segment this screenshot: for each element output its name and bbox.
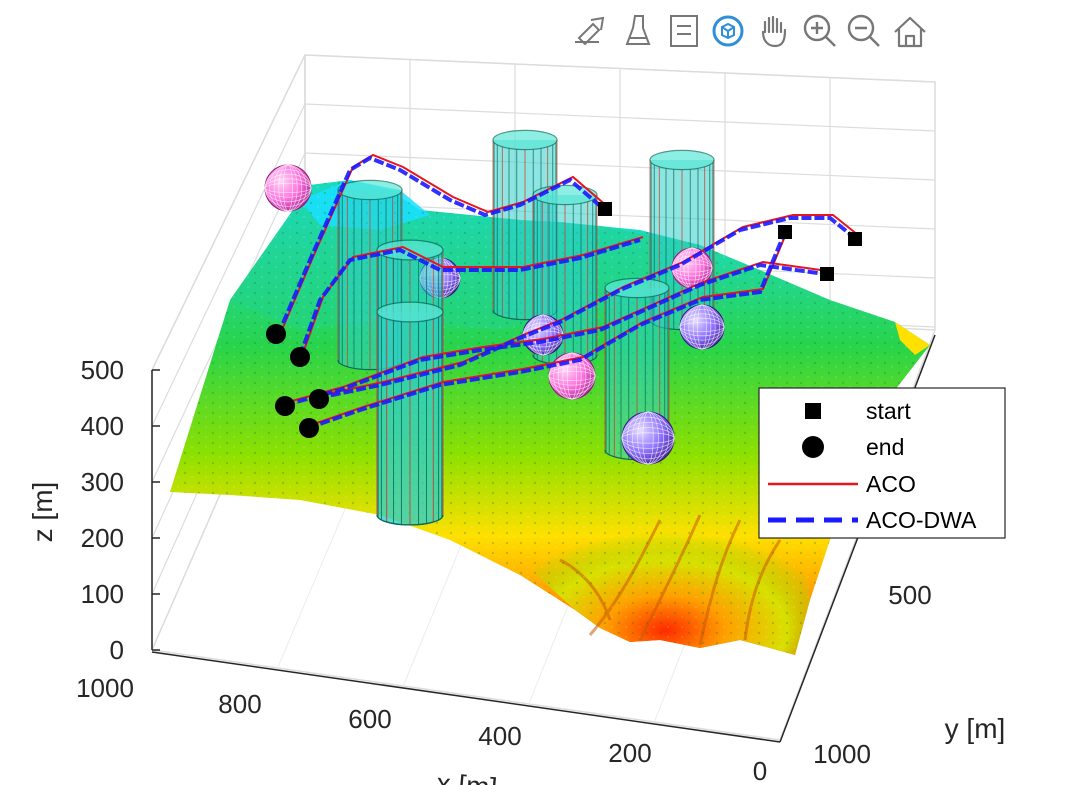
start-marker-3 [848,232,862,246]
zoom-out-icon[interactable] [847,14,880,47]
legend-entry-end: end [802,434,904,460]
y-tick-label: 1000 [813,739,871,769]
zoom-in-icon[interactable] [803,14,836,47]
z-tick-label: 400 [81,411,124,441]
aco-dwa-path-1 [276,155,607,336]
x-tick-label: 400 [478,721,521,751]
start-marker-4 [820,267,834,281]
aco-dwa-path-3 [284,262,826,407]
x-tick-label: 1000 [76,673,134,703]
z-tick-label: 0 [110,635,124,665]
legend-label: start [866,398,911,424]
legend[interactable]: start end ACO ACO-DWA [758,387,1006,539]
y-axis-label: y [m] [945,713,1006,744]
series-aco-dwa [276,155,857,430]
x-axis-line [151,651,781,743]
start-marker-1 [598,202,612,216]
end-marker-1 [266,324,286,344]
legend-entry-start: start [805,398,911,424]
end-marker-3 [275,396,295,416]
legend-label: ACO-DWA [866,507,977,533]
sphere-obstacle-5 [679,304,725,350]
edit-plot-icon[interactable] [575,16,605,46]
z-tick-label: 500 [81,355,124,385]
end-marker-4 [309,389,329,409]
z-tick-label: 300 [81,467,124,497]
legend-label: ACO [866,471,916,497]
end-marker-5 [299,418,319,438]
legend-icon[interactable] [670,15,698,47]
legend-label: end [866,434,904,460]
aco-dwa-path-5 [307,231,787,430]
aco-dwa-path-4 [317,216,857,400]
home-icon[interactable] [894,16,926,48]
aco-dwa-path-2 [298,238,641,357]
rotate-3d-icon[interactable] [712,15,744,47]
pan-icon[interactable] [761,15,787,48]
x-tick-label: 800 [218,689,261,719]
x-axis-label: x [m] [435,767,498,785]
start-marker-2 [778,225,792,239]
x-tick-label: 600 [348,704,391,734]
y-tick-label: 500 [888,580,931,610]
sphere-obstacle-1 [264,164,312,212]
end-marker-2 [290,347,310,367]
legend-entry-aco: ACO [768,471,916,497]
sphere-obstacle-7 [621,411,675,465]
legend-entry-aco-dwa: ACO-DWA [768,507,977,533]
z-tick-label: 100 [81,579,124,609]
x-tick-label: 200 [608,738,651,768]
figure-toolbar [575,14,926,48]
z-tick-label: 200 [81,523,124,553]
cylinder-obstacle-6 [376,301,444,526]
x-tick-label: 0 [753,756,767,785]
z-axis-label: z [m] [27,482,58,543]
brush-icon[interactable] [625,15,651,45]
